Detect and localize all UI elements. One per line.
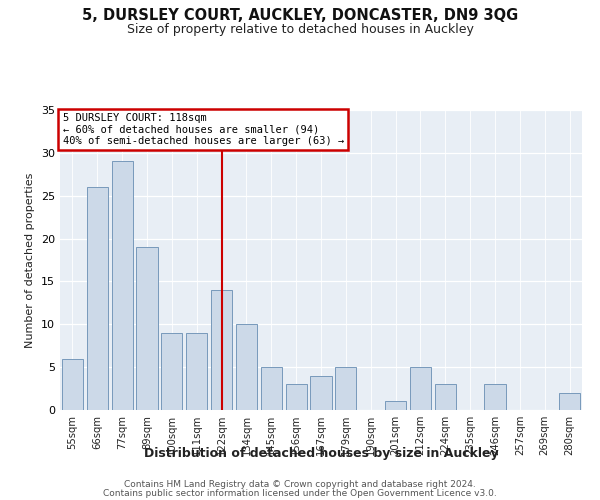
Bar	[310, 376, 332, 410]
Bar	[410, 367, 431, 410]
Bar	[211, 290, 232, 410]
Text: Contains HM Land Registry data © Crown copyright and database right 2024.: Contains HM Land Registry data © Crown c…	[124, 480, 476, 489]
Bar	[236, 324, 257, 410]
Text: 5, DURSLEY COURT, AUCKLEY, DONCASTER, DN9 3QG: 5, DURSLEY COURT, AUCKLEY, DONCASTER, DN…	[82, 8, 518, 22]
Bar	[62, 358, 83, 410]
Bar	[484, 384, 506, 410]
Bar	[335, 367, 356, 410]
Text: Size of property relative to detached houses in Auckley: Size of property relative to detached ho…	[127, 22, 473, 36]
Bar	[435, 384, 456, 410]
Bar	[186, 333, 207, 410]
Bar	[136, 247, 158, 410]
Bar	[261, 367, 282, 410]
Bar	[87, 187, 108, 410]
Text: 5 DURSLEY COURT: 118sqm
← 60% of detached houses are smaller (94)
40% of semi-de: 5 DURSLEY COURT: 118sqm ← 60% of detache…	[62, 113, 344, 146]
Bar	[385, 402, 406, 410]
Bar	[286, 384, 307, 410]
Text: Distribution of detached houses by size in Auckley: Distribution of detached houses by size …	[143, 448, 499, 460]
Bar	[112, 162, 133, 410]
Y-axis label: Number of detached properties: Number of detached properties	[25, 172, 35, 348]
Bar	[559, 393, 580, 410]
Bar	[161, 333, 182, 410]
Text: Contains public sector information licensed under the Open Government Licence v3: Contains public sector information licen…	[103, 489, 497, 498]
